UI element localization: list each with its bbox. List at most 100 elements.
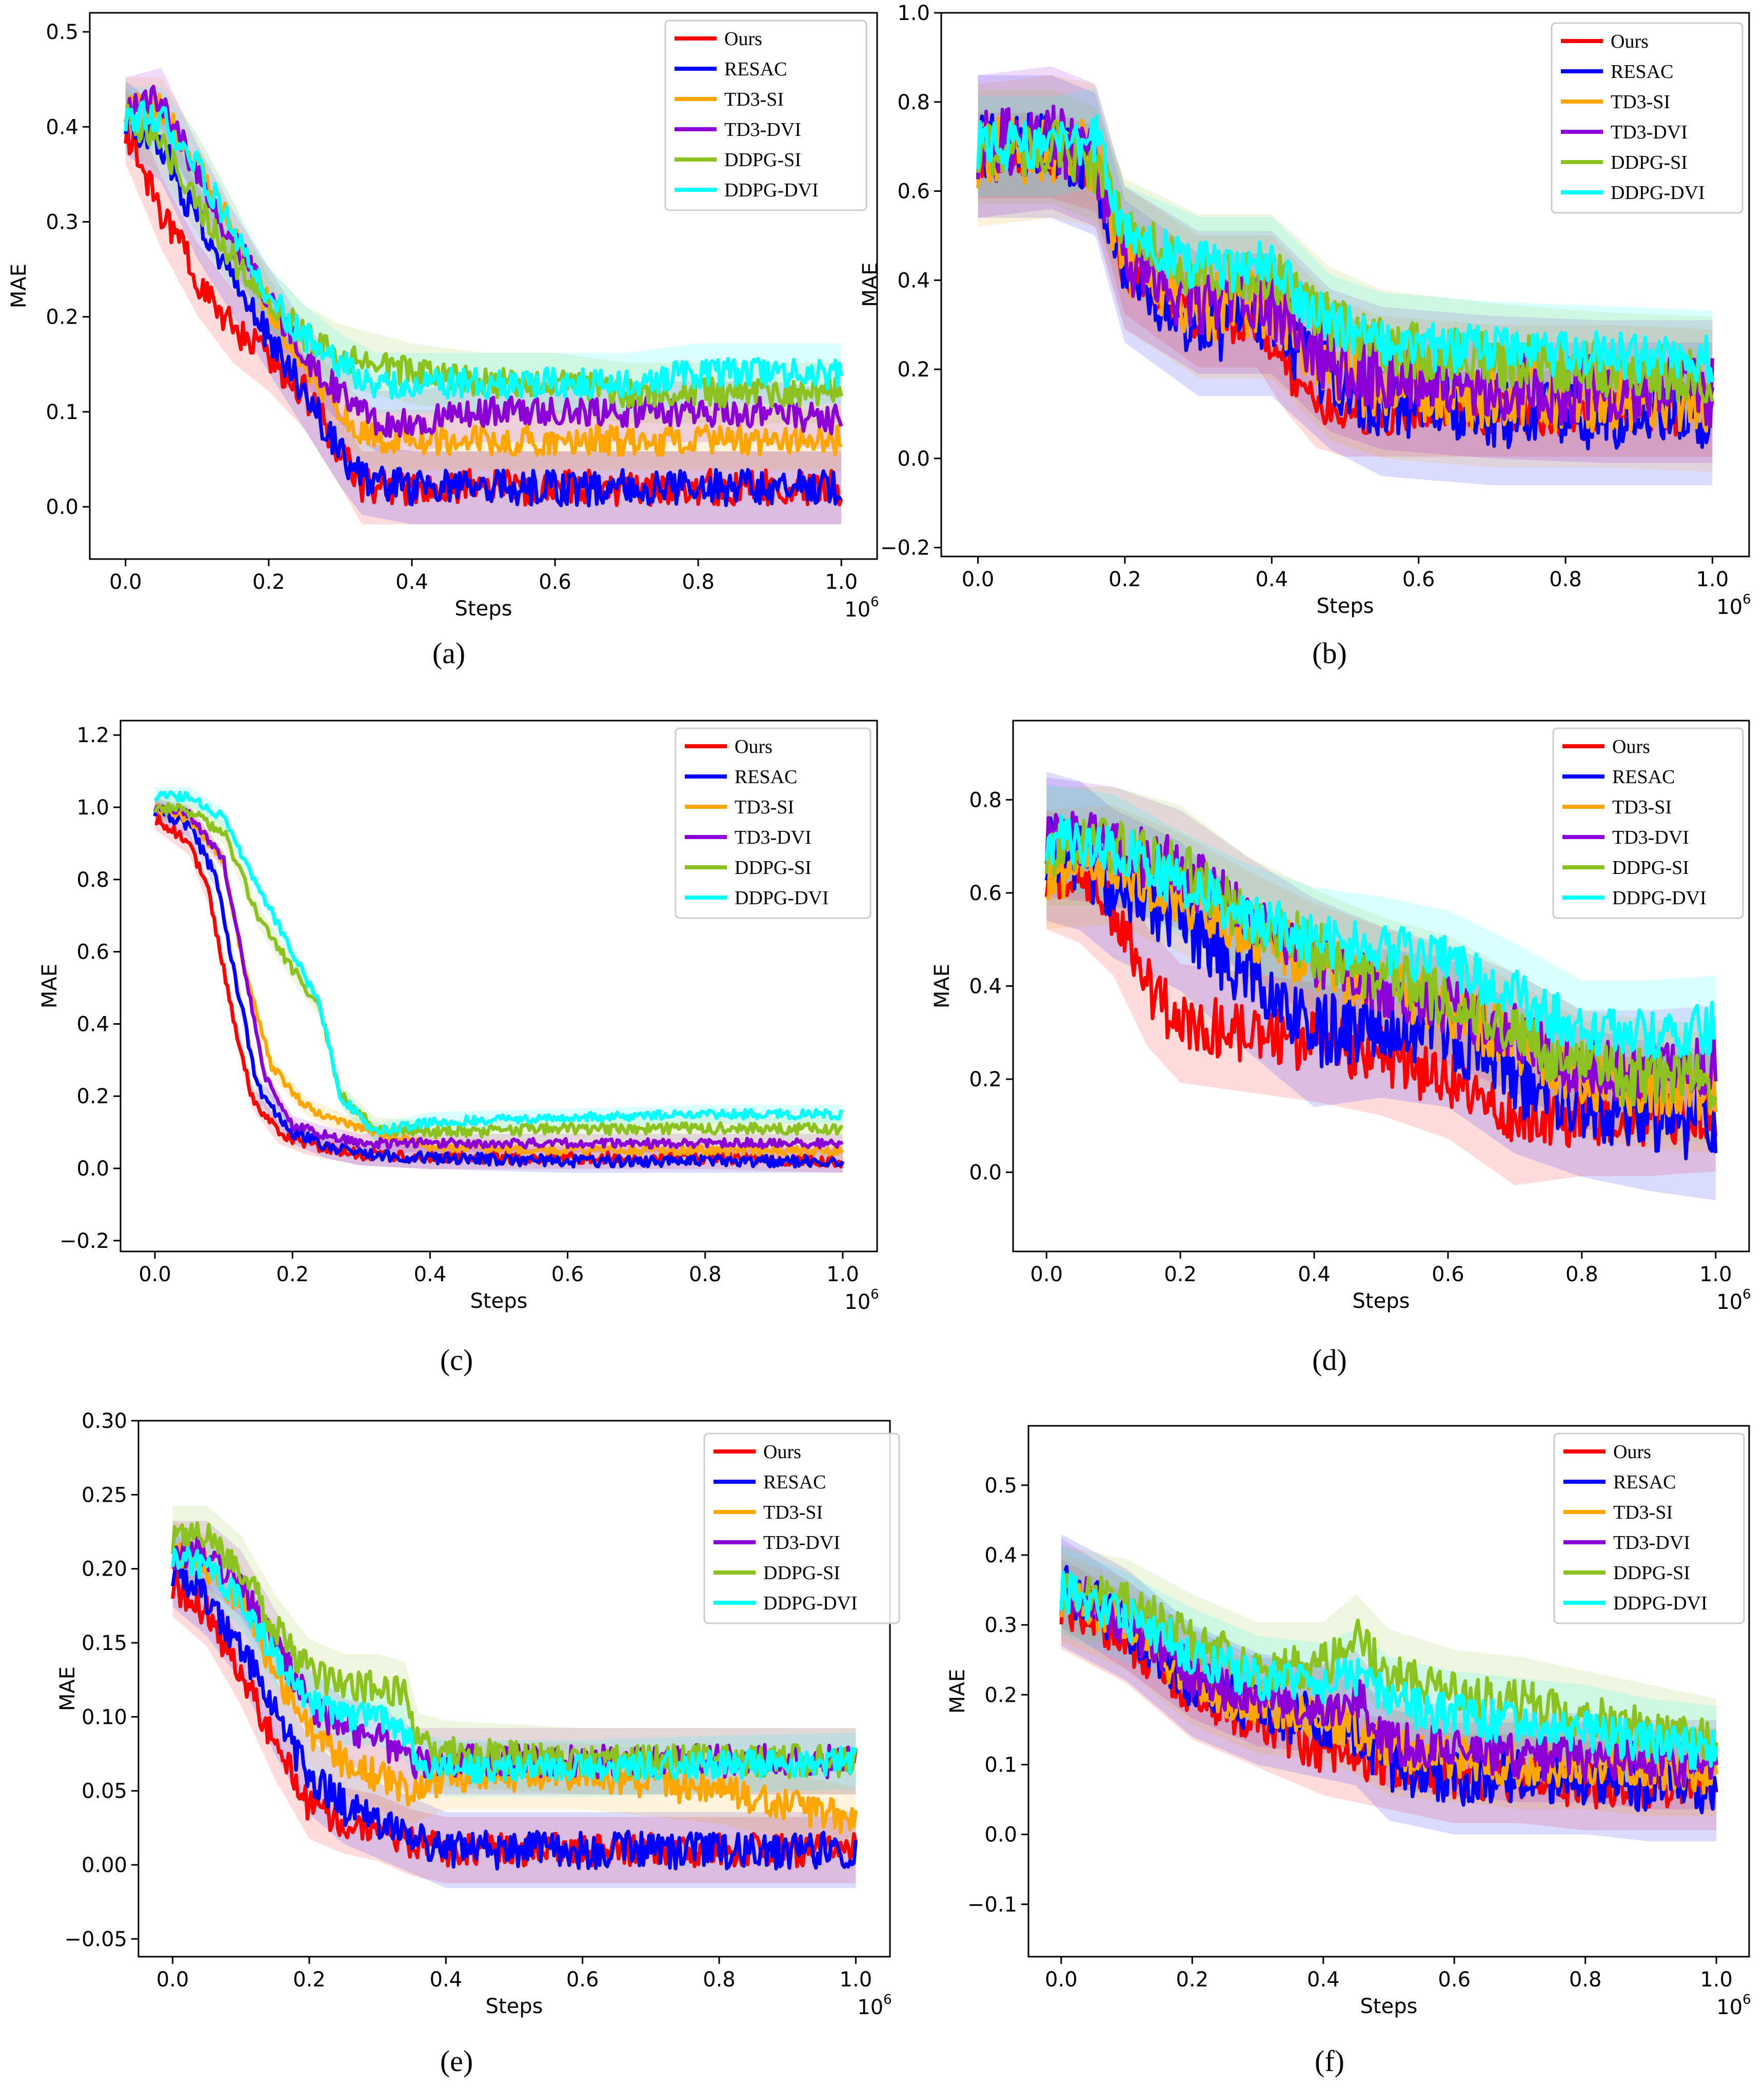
legend-label-ddpg-dvi: DDPG-DVI <box>1613 1593 1708 1614</box>
y-axis-label: MAE <box>7 264 31 308</box>
y-tick-label: 0.5 <box>46 21 78 44</box>
y-tick-label: 1.0 <box>76 796 109 820</box>
legend-label-td3-dvi: TD3-DVI <box>1613 1532 1690 1554</box>
y-tick-label: −0.1 <box>967 1893 1017 1917</box>
legend-label-ours: Ours <box>724 28 762 50</box>
x-tick-label: 1.0 <box>1696 568 1729 591</box>
series-line-resac <box>124 103 843 508</box>
y-tick-label: 0.2 <box>984 1683 1017 1707</box>
x-tick-label: 1.0 <box>1700 1968 1733 1992</box>
x-tick-label: 0.2 <box>276 1263 309 1286</box>
y-tick-label: 0.2 <box>969 1068 1002 1091</box>
y-tick-label: 0.8 <box>897 91 930 114</box>
caption-d: (d) <box>1312 1343 1347 1377</box>
y-tick-label: −0.2 <box>880 536 930 560</box>
legend-label-ddpg-dvi: DDPG-DVI <box>1612 887 1707 909</box>
x-multiplier-label: 106 <box>857 1992 891 2019</box>
legend-label-ddpg-si: DDPG-SI <box>724 149 801 171</box>
series-line-ddpg-si <box>976 119 1714 404</box>
legend-label-ddpg-dvi: DDPG-DVI <box>735 887 829 909</box>
chart-panel-d: 0.0 0.2 0.4 0.6 0.8 1.0 0.0 0.2 0.4 0.6 0.8 Steps MA… <box>930 720 1751 1314</box>
x-tick-label: 0.8 <box>703 1968 736 1992</box>
legend-label-ddpg-si: DDPG-SI <box>763 1562 840 1584</box>
y-tick-label: 0.2 <box>76 1085 109 1108</box>
chart-panel-a: 0.0 0.2 0.4 0.6 0.8 1.0 0.0 0.1 0.2 0.3 0.4 0.5 Step… <box>7 12 879 622</box>
x-tick-label: 0.4 <box>1298 1263 1331 1286</box>
x-tick-label: 0.4 <box>414 1263 447 1286</box>
caption-a: (a) <box>432 636 466 670</box>
legend-label-resac: RESAC <box>1613 1471 1676 1493</box>
series-line-ddpg-dvi <box>1044 814 1717 1060</box>
series-line-resac <box>1044 816 1718 1161</box>
x-tick-label: 0.4 <box>1256 568 1289 591</box>
x-tick-label: 0.0 <box>962 568 995 591</box>
x-tick-label: 1.0 <box>826 1263 859 1286</box>
x-axis-label: Steps <box>1353 1289 1410 1313</box>
y-tick-label: 0.6 <box>969 882 1002 905</box>
x-axis-label: Steps <box>1317 594 1374 618</box>
plot-frame <box>137 1420 891 1958</box>
x-tick-label: 0.6 <box>1432 1263 1464 1286</box>
y-tick-label: 0.6 <box>76 941 109 964</box>
x-tick-label: 0.8 <box>1569 1968 1602 1992</box>
x-tick-label: 1.0 <box>840 1968 873 1992</box>
plot-frame <box>89 12 878 560</box>
x-axis-label: Steps <box>455 597 512 621</box>
caption-e: (e) <box>440 2044 473 2078</box>
y-tick-label: 0.8 <box>76 868 109 892</box>
plot-frame <box>1027 1425 1750 1958</box>
plot-frame <box>940 12 1750 558</box>
series-line-ddpg-dvi <box>153 790 844 1136</box>
y-axis-label: MAE <box>56 1666 80 1711</box>
x-tick-label: 0.8 <box>689 1263 722 1286</box>
legend-label-ours: Ours <box>763 1441 801 1463</box>
series-band-td3-dvi <box>1061 1538 1717 1809</box>
series-line-ddpg-dvi <box>171 1546 858 1784</box>
x-multiplier-label: 106 <box>1716 1287 1751 1314</box>
y-tick-label: 0.05 <box>82 1780 127 1803</box>
y-tick-label: 0.4 <box>46 115 78 139</box>
legend-label-ddpg-dvi: DDPG-DVI <box>763 1593 858 1614</box>
x-tick-label: 0.0 <box>109 570 142 594</box>
y-tick-label: 0.20 <box>82 1558 127 1581</box>
legend-label-ddpg-dvi: DDPG-DVI <box>724 180 819 201</box>
y-tick-label: 1.0 <box>897 2 930 25</box>
y-tick-label: 0.30 <box>82 1409 127 1433</box>
y-tick-label: −0.2 <box>60 1229 109 1253</box>
legend-label-td3-dvi: TD3-DVI <box>735 827 811 848</box>
legend-label-ours: Ours <box>735 736 772 758</box>
y-tick-label: 0.0 <box>969 1161 1002 1185</box>
legend-label-ddpg-si: DDPG-SI <box>1611 152 1688 173</box>
y-tick-label: 0.00 <box>82 1854 127 1877</box>
y-tick-label: 0.5 <box>984 1474 1017 1498</box>
y-tick-label: 0.0 <box>984 1823 1017 1847</box>
series-line-resac <box>171 1556 858 1871</box>
y-tick-label: 0.0 <box>46 495 78 519</box>
series-line-td3-dvi <box>153 804 844 1150</box>
series-band-resac <box>125 81 842 525</box>
x-tick-label: 0.6 <box>551 1263 584 1286</box>
legend-label-td3-si: TD3-SI <box>735 797 794 818</box>
series-line-ours <box>124 123 843 507</box>
y-axis-label: MAE <box>38 964 62 1008</box>
y-tick-label: 0.10 <box>82 1705 127 1729</box>
legend-label-ddpg-dvi: DDPG-DVI <box>1611 182 1705 204</box>
series-line-ddpg-dvi <box>1059 1570 1718 1770</box>
y-tick-label: 0.25 <box>82 1483 127 1507</box>
y-tick-label: −0.05 <box>64 1927 127 1951</box>
y-tick-label: 0.1 <box>984 1753 1017 1777</box>
x-multiplier-label: 106 <box>844 1287 879 1314</box>
x-tick-label: 0.0 <box>138 1263 171 1286</box>
series-line-ddpg-si <box>171 1521 858 1780</box>
legend-label-ddpg-si: DDPG-SI <box>1612 857 1689 879</box>
x-multiplier-label: 106 <box>844 594 879 622</box>
legend-label-resac: RESAC <box>735 766 797 788</box>
caption-c: (c) <box>440 1343 473 1377</box>
series-line-ddpg-si <box>1044 817 1718 1110</box>
y-tick-label: 0.3 <box>46 210 78 234</box>
x-tick-label: 1.0 <box>1699 1263 1732 1286</box>
x-tick-label: 1.0 <box>825 570 858 594</box>
x-tick-label: 0.0 <box>1045 1968 1078 1992</box>
x-tick-label: 0.0 <box>1030 1263 1063 1286</box>
chart-panel-c: 0.0 0.2 0.4 0.6 0.8 1.0 −0.2 0.0 0.2 0.4 0.6 0.8 1.0… <box>38 720 879 1314</box>
